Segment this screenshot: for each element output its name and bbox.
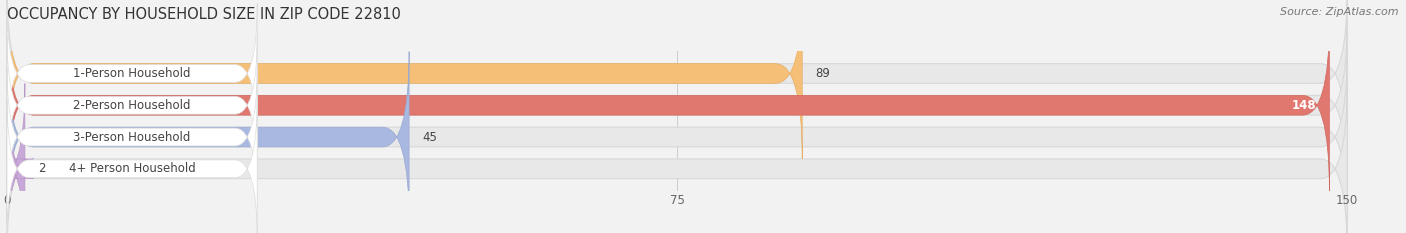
Text: 2-Person Household: 2-Person Household — [73, 99, 191, 112]
FancyBboxPatch shape — [7, 0, 803, 159]
Text: 1-Person Household: 1-Person Household — [73, 67, 191, 80]
FancyBboxPatch shape — [7, 20, 1330, 191]
FancyBboxPatch shape — [7, 35, 257, 176]
Text: 45: 45 — [423, 130, 437, 144]
FancyBboxPatch shape — [7, 3, 257, 144]
Text: 89: 89 — [815, 67, 831, 80]
Text: 3-Person Household: 3-Person Household — [73, 130, 191, 144]
FancyBboxPatch shape — [7, 51, 1347, 223]
FancyBboxPatch shape — [7, 0, 1347, 159]
FancyBboxPatch shape — [7, 98, 257, 233]
FancyBboxPatch shape — [7, 51, 409, 223]
Text: OCCUPANCY BY HOUSEHOLD SIZE IN ZIP CODE 22810: OCCUPANCY BY HOUSEHOLD SIZE IN ZIP CODE … — [7, 7, 401, 22]
Text: Source: ZipAtlas.com: Source: ZipAtlas.com — [1281, 7, 1399, 17]
Text: 148: 148 — [1291, 99, 1316, 112]
FancyBboxPatch shape — [7, 66, 257, 208]
FancyBboxPatch shape — [7, 20, 1347, 191]
Text: 2: 2 — [38, 162, 46, 175]
FancyBboxPatch shape — [0, 83, 34, 233]
FancyBboxPatch shape — [7, 83, 1347, 233]
Text: 4+ Person Household: 4+ Person Household — [69, 162, 195, 175]
